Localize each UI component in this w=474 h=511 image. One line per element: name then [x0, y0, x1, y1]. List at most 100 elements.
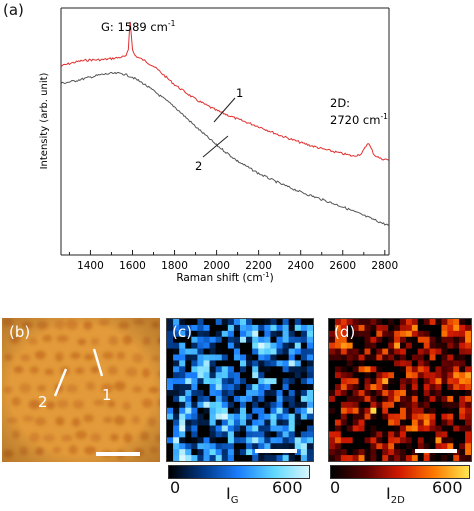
map-pixel — [221, 324, 229, 332]
map-pixel — [382, 360, 389, 367]
map-pixel — [423, 419, 430, 426]
map-pixel — [435, 401, 442, 409]
map-pixel — [447, 378, 454, 385]
map-pixel — [329, 330, 336, 338]
map-pixel — [405, 342, 413, 349]
map-pixel — [276, 413, 283, 420]
map-pixel — [221, 360, 229, 367]
map-pixel — [306, 324, 313, 332]
map-pixel — [352, 348, 359, 355]
g-peak-annotation: G: 1589 cm-1 — [101, 19, 176, 34]
map-pixel — [227, 354, 235, 361]
map-pixel — [300, 390, 308, 397]
map-pixel — [215, 342, 223, 349]
map-pixel — [179, 419, 186, 426]
map-pixel — [270, 431, 277, 438]
map-pixel — [459, 419, 466, 426]
map-pixel — [294, 366, 302, 373]
map-pixel — [459, 407, 466, 414]
map-pixel — [388, 407, 395, 414]
map-pixel — [405, 330, 413, 338]
map-pixel — [233, 336, 241, 343]
map-pixel — [191, 348, 198, 355]
map-pixel — [400, 348, 407, 355]
map-pixel — [173, 425, 180, 432]
map-pixel — [246, 390, 253, 397]
map-pixel — [179, 330, 186, 338]
map-pixel — [185, 378, 192, 385]
map-pixel — [447, 372, 454, 379]
map-pixel — [394, 407, 401, 414]
map-pixel — [364, 372, 371, 379]
map-pixel — [167, 443, 174, 450]
map-pixel — [246, 437, 253, 444]
map-pixel — [173, 360, 180, 367]
map-pixel — [453, 348, 460, 355]
map-pixel — [340, 360, 348, 367]
map-pixel — [382, 455, 389, 461]
map-pixel — [264, 354, 271, 361]
map-pixel — [246, 425, 253, 432]
map-pixel — [429, 378, 436, 385]
map-pixel — [459, 395, 466, 403]
map-pixel — [329, 425, 336, 432]
map-pixel — [191, 319, 198, 326]
map-pixel — [400, 413, 407, 420]
map-pixel — [282, 455, 289, 461]
map-pixel — [346, 431, 353, 438]
map-pixel — [358, 354, 365, 361]
map-pixel — [209, 378, 216, 385]
map-pixel — [197, 455, 204, 461]
map-pixel — [423, 372, 430, 379]
map-pixel — [382, 395, 389, 403]
map-pixel — [405, 319, 413, 326]
map-pixel — [197, 419, 204, 426]
map-pixel — [388, 449, 395, 456]
map-pixel — [447, 342, 454, 349]
map-pixel — [423, 384, 430, 391]
map-pixel — [340, 407, 348, 414]
map-pixel — [400, 336, 407, 343]
map-pixel — [400, 395, 407, 403]
map-pixel — [179, 395, 186, 403]
map-pixel — [441, 319, 448, 326]
map-pixel — [173, 437, 180, 444]
map-pixel — [264, 384, 271, 391]
scale-bar — [96, 452, 140, 456]
map-pixel — [197, 378, 204, 385]
map-pixel — [221, 455, 229, 461]
map-pixel — [209, 455, 216, 461]
map-pixel — [203, 413, 210, 420]
x-tick-label: 2600 — [329, 260, 356, 272]
map-pixel — [167, 431, 174, 438]
map-pixel — [294, 407, 302, 414]
map-pixel — [240, 330, 247, 338]
map-pixel — [258, 366, 265, 373]
map-pixel — [447, 390, 454, 397]
map-pixel — [429, 390, 436, 397]
map-pixel — [173, 348, 180, 355]
map-pixel — [394, 443, 401, 450]
map-pixel — [429, 419, 436, 426]
map-pixel — [294, 360, 302, 367]
map-pixel — [465, 354, 471, 361]
map-pixel — [215, 384, 223, 391]
map-pixel — [358, 366, 365, 373]
map-pixel — [282, 443, 289, 450]
map-pixel — [429, 372, 436, 379]
map-pixel — [465, 413, 471, 420]
map-pixel — [227, 384, 235, 391]
map-pixel — [394, 425, 401, 432]
map-pixel — [227, 366, 235, 373]
panel-label-d: (d) — [334, 323, 356, 341]
map-pixel — [459, 443, 466, 450]
map-pixel — [334, 348, 342, 355]
map-pixel — [429, 336, 436, 343]
map-pixel — [382, 431, 389, 438]
map-pixel — [233, 384, 241, 391]
map-pixel — [173, 324, 180, 332]
map-pixel — [270, 372, 277, 379]
map-pixel — [423, 413, 430, 420]
map-pixel — [364, 390, 371, 397]
map-pixel — [394, 366, 401, 373]
